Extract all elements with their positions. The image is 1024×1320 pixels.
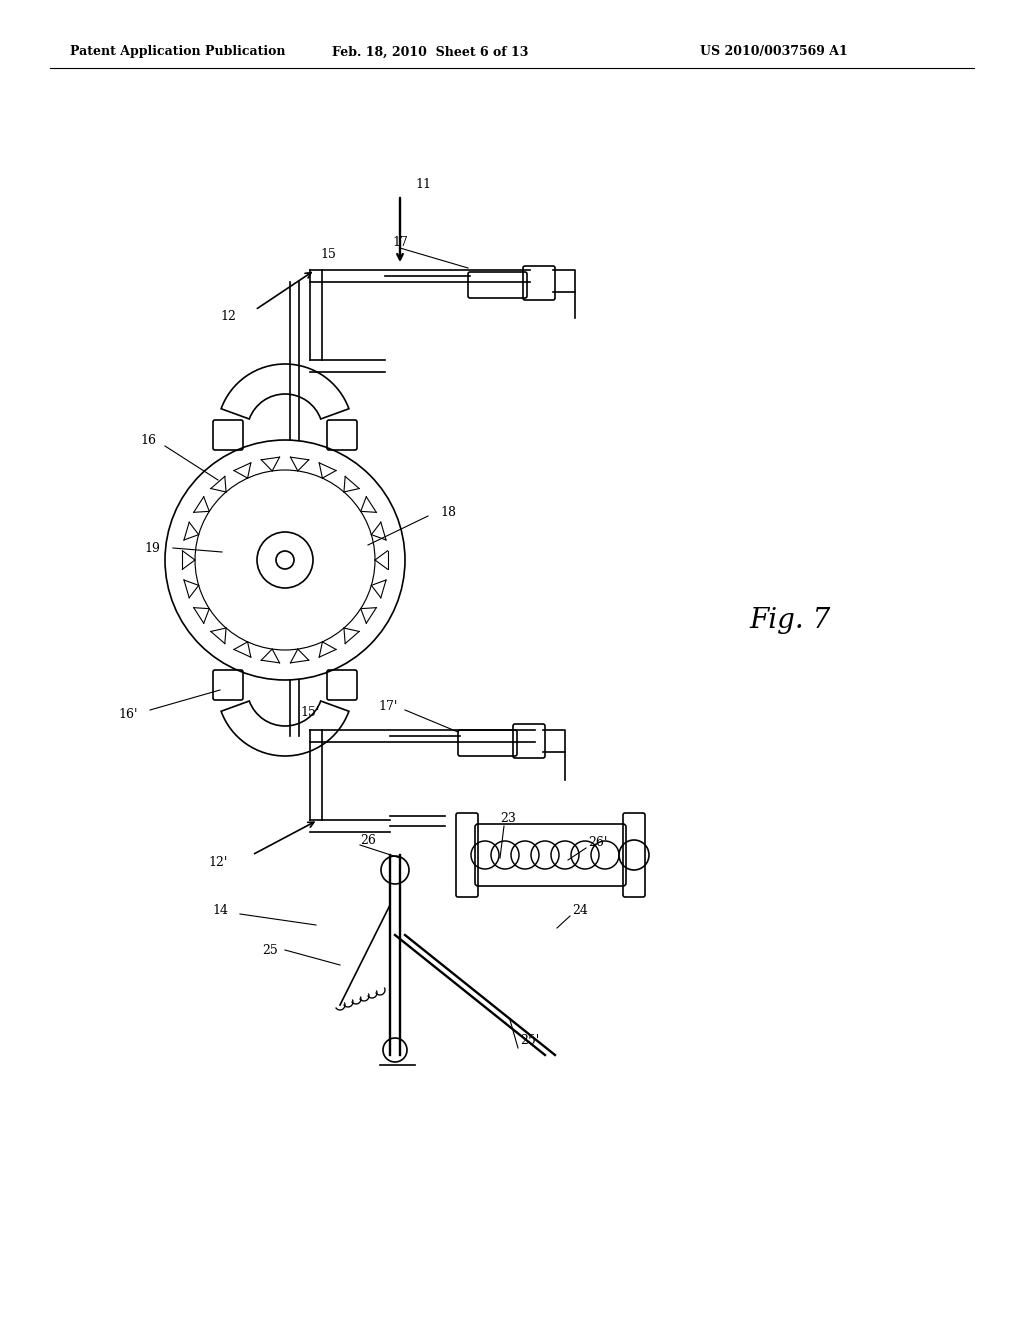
Text: 12': 12' (208, 855, 227, 869)
Text: 15: 15 (321, 248, 336, 261)
Text: 18: 18 (440, 506, 456, 519)
Text: 16: 16 (140, 433, 156, 446)
Text: 11: 11 (415, 178, 431, 191)
Text: 25: 25 (262, 944, 278, 957)
Text: 17: 17 (392, 235, 408, 248)
Text: Fig. 7: Fig. 7 (750, 606, 830, 634)
Text: 25': 25' (520, 1034, 540, 1047)
Text: 15': 15' (300, 705, 319, 718)
Text: 16': 16' (118, 709, 138, 722)
Text: Feb. 18, 2010  Sheet 6 of 13: Feb. 18, 2010 Sheet 6 of 13 (332, 45, 528, 58)
Text: 14: 14 (212, 903, 228, 916)
Text: 24: 24 (572, 903, 588, 916)
Text: 17': 17' (378, 700, 397, 713)
Text: 26: 26 (360, 833, 376, 846)
Text: 19: 19 (144, 541, 160, 554)
Text: Patent Application Publication: Patent Application Publication (70, 45, 286, 58)
Text: 26': 26' (588, 836, 607, 849)
Text: 23: 23 (500, 812, 516, 825)
Text: 12: 12 (220, 309, 236, 322)
Text: US 2010/0037569 A1: US 2010/0037569 A1 (700, 45, 848, 58)
